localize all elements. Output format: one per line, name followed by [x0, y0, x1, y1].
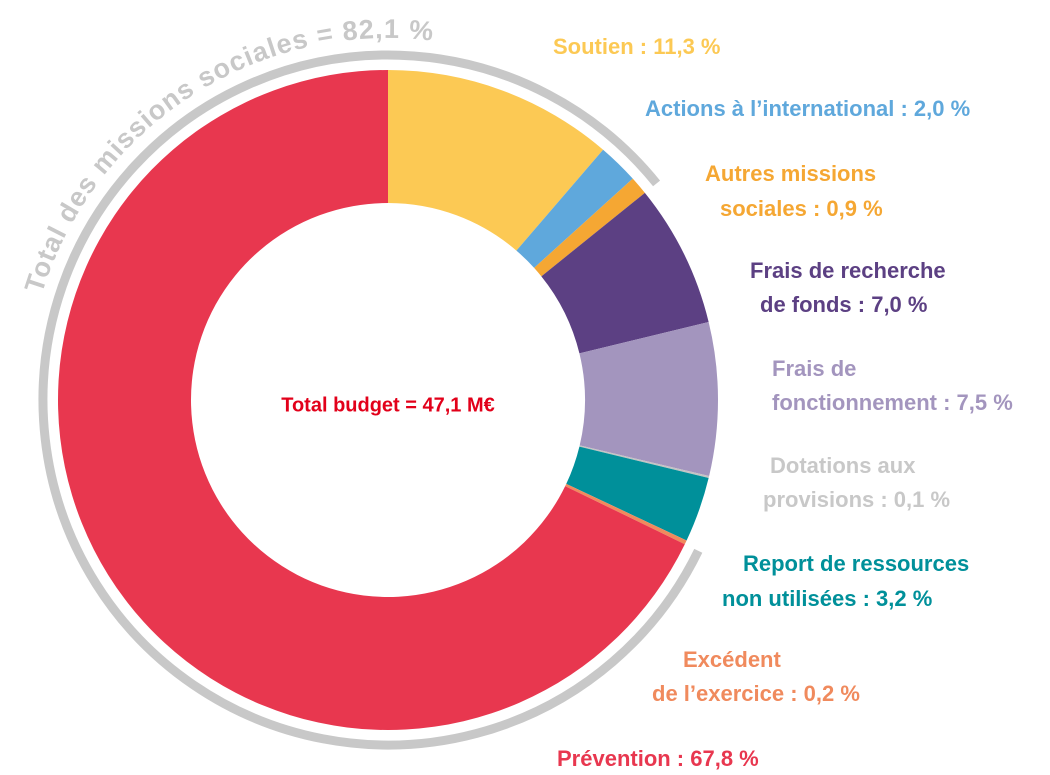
slice-label: Dotations aux — [770, 453, 916, 478]
slice — [534, 178, 645, 277]
slice-label: Frais de — [772, 356, 856, 381]
slice-label: de l’exercice : 0,2 % — [652, 681, 860, 706]
slice-label: provisions : 0,1 % — [763, 487, 950, 512]
center-label: Total budget = 47,1 M€ — [281, 394, 495, 416]
slice-label: Excédent — [683, 647, 781, 672]
slice-label: Autres missions — [705, 161, 876, 186]
slice — [57, 70, 685, 730]
slice-label: non utilisées : 3,2 % — [722, 586, 932, 611]
slice — [388, 70, 604, 251]
slice — [565, 483, 687, 545]
slice-label: fonctionnement : 7,5 % — [772, 390, 1013, 415]
slice — [516, 149, 633, 268]
slice-label: Actions à l’international : 2,0 % — [645, 96, 970, 121]
slice — [579, 321, 718, 477]
slice-label: Prévention : 67,8 % — [557, 746, 759, 771]
slice — [566, 446, 709, 541]
slice — [541, 192, 709, 354]
missions-arc — [38, 50, 703, 750]
slice-label: Frais de recherche — [750, 258, 946, 283]
slice-label: sociales : 0,9 % — [720, 196, 883, 221]
slice-label: Soutien : 11,3 % — [553, 34, 721, 59]
slice — [579, 445, 710, 479]
slice-label: de fonds : 7,0 % — [760, 292, 927, 317]
slice-label: Report de ressources — [743, 551, 969, 576]
